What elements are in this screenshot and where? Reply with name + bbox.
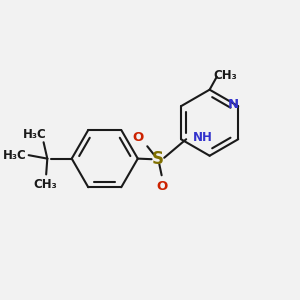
Text: S: S <box>152 150 164 168</box>
Text: NH: NH <box>193 131 212 144</box>
Text: CH₃: CH₃ <box>33 178 57 191</box>
Text: O: O <box>157 180 168 193</box>
Text: N: N <box>227 98 239 111</box>
Text: O: O <box>132 131 143 144</box>
Text: H₃C: H₃C <box>3 149 27 162</box>
Text: H₃C: H₃C <box>22 128 46 141</box>
Text: CH₃: CH₃ <box>213 69 237 82</box>
